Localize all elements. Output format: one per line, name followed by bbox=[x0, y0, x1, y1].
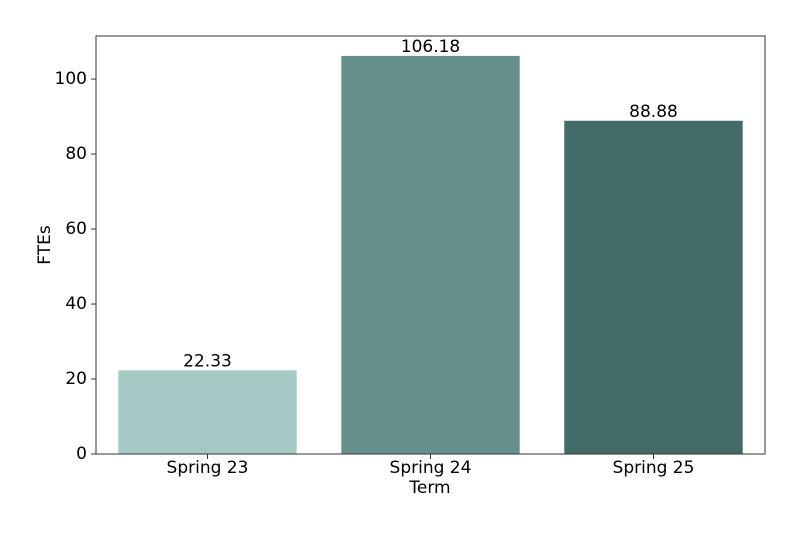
data-label: 106.18 bbox=[401, 37, 460, 57]
y-tick-label: 60 bbox=[65, 219, 87, 239]
x-tick-label: Spring 23 bbox=[167, 458, 249, 478]
bar bbox=[564, 120, 743, 455]
y-tick-label: 20 bbox=[65, 369, 87, 389]
y-tick-label: 0 bbox=[76, 444, 87, 464]
x-tick-label: Spring 24 bbox=[390, 458, 472, 478]
bar bbox=[341, 55, 520, 455]
y-tick-label: 40 bbox=[65, 294, 87, 314]
y-tick-label: 80 bbox=[65, 144, 87, 164]
x-tick-label: Spring 25 bbox=[613, 458, 695, 478]
data-label: 22.33 bbox=[183, 351, 232, 371]
x-axis-label: Term bbox=[408, 478, 450, 498]
y-axis-label: FTEs bbox=[35, 225, 55, 265]
data-label: 88.88 bbox=[629, 102, 678, 122]
bar bbox=[118, 370, 297, 454]
y-tick-label: 100 bbox=[55, 69, 87, 89]
plot-frame bbox=[95, 35, 766, 455]
